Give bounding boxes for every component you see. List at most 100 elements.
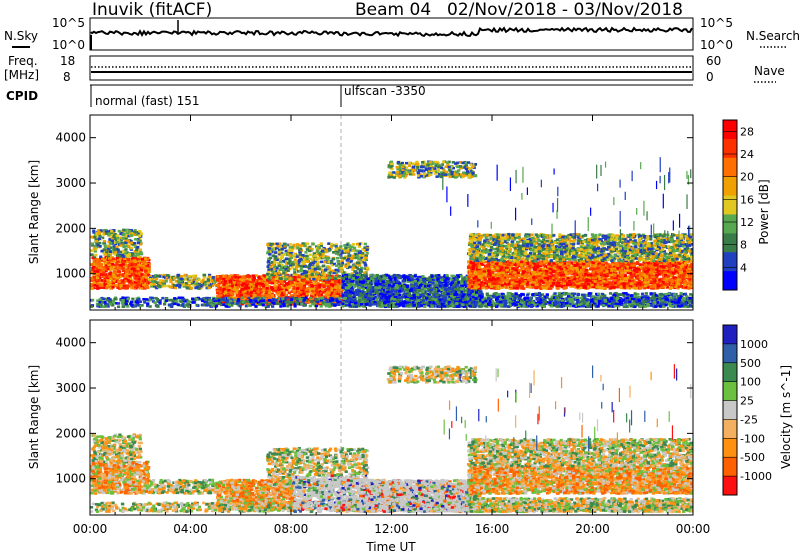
rti-cell xyxy=(364,264,368,267)
rti-cell xyxy=(105,285,109,288)
rti-cell xyxy=(436,278,440,282)
rti-cell xyxy=(378,282,382,286)
rti-cell xyxy=(133,280,138,284)
rti-cell xyxy=(138,230,142,233)
rti-cell xyxy=(420,293,424,297)
rti-cell xyxy=(424,286,428,289)
rti-cell xyxy=(221,284,225,288)
rti-cell xyxy=(266,243,270,246)
rti-cell xyxy=(351,264,356,268)
rti-cell xyxy=(118,254,123,258)
rti-cell xyxy=(357,242,362,246)
rti-cell xyxy=(219,275,223,278)
rti-cell xyxy=(419,281,424,285)
rti-cell xyxy=(296,282,300,285)
rti-cell xyxy=(277,248,282,252)
rti-cell xyxy=(200,280,204,284)
rti-cell xyxy=(324,268,328,271)
rti-cell xyxy=(355,266,359,269)
rti-cell xyxy=(384,292,388,296)
rti-cell xyxy=(309,275,314,278)
rti-cell xyxy=(117,238,121,242)
rti-cell xyxy=(121,241,125,245)
rti-cell xyxy=(285,262,289,265)
rti-cell xyxy=(293,258,297,261)
rti-cell xyxy=(275,269,279,273)
rti-cell xyxy=(298,246,302,249)
rti-cell xyxy=(327,260,331,264)
rti-cell xyxy=(136,241,141,245)
rti-cell xyxy=(278,285,282,289)
rti-cell xyxy=(134,279,139,282)
rti-cell xyxy=(369,282,373,286)
rti-cell xyxy=(169,280,173,284)
rti-cell xyxy=(119,240,123,243)
rti-cell xyxy=(338,301,342,305)
rti-cell xyxy=(302,263,306,266)
rti-cell xyxy=(133,230,137,234)
rti-cell xyxy=(267,268,271,272)
rti-cell xyxy=(99,259,104,262)
rti-cell xyxy=(265,273,270,276)
rti-cell xyxy=(138,252,142,256)
rti-cell xyxy=(338,287,343,291)
rti-cell xyxy=(298,291,302,294)
rti-cell xyxy=(287,291,291,295)
rti-cell xyxy=(133,285,137,289)
rti-cell xyxy=(92,229,96,233)
rti-cell xyxy=(160,281,165,285)
rti-cell xyxy=(121,253,125,257)
rti-cell xyxy=(116,260,120,264)
rti-cell xyxy=(318,283,322,287)
rti-cell xyxy=(153,276,157,279)
rti-cell xyxy=(295,275,300,279)
rti-cell xyxy=(125,284,130,287)
rti-cell xyxy=(197,278,201,281)
rti-cell xyxy=(450,287,454,291)
rti-cell xyxy=(449,289,453,293)
rti-cell xyxy=(350,272,354,275)
rti-cell xyxy=(363,286,368,290)
rti-cell xyxy=(345,289,349,293)
rti-cell xyxy=(340,248,344,251)
rti-cell xyxy=(108,232,112,235)
rti-cell xyxy=(251,279,256,282)
rti-cell xyxy=(343,244,347,247)
rti-cell xyxy=(243,293,247,297)
rti-cell xyxy=(296,290,300,293)
rti-cell xyxy=(283,284,287,288)
rti-cell xyxy=(364,273,368,277)
rti-cell xyxy=(274,251,278,254)
rti-cell xyxy=(108,256,112,260)
rti-cell xyxy=(125,268,129,272)
rti-cell xyxy=(364,256,368,260)
rti-cell xyxy=(254,283,259,287)
rti-cell xyxy=(361,248,365,251)
rti-cell xyxy=(133,249,137,253)
cpid-mode-ulfscan: ulfscan -3350 xyxy=(344,84,426,98)
rti-cell xyxy=(382,276,387,280)
rti-cell xyxy=(280,244,284,248)
rti-cell xyxy=(162,275,166,279)
rti-cell xyxy=(136,239,140,243)
rti-cell xyxy=(265,286,269,290)
rti-cell xyxy=(258,277,262,280)
rti-cell xyxy=(106,253,111,257)
rti-cell xyxy=(173,275,177,279)
rti-cell xyxy=(416,288,420,292)
rti-cell xyxy=(324,292,328,295)
rti-cell xyxy=(358,273,362,277)
rti-cell xyxy=(385,289,389,292)
rti-cell xyxy=(232,288,236,291)
rti-cell xyxy=(113,237,117,240)
rti-cell xyxy=(139,268,143,272)
freq-tick-bottom: 8 xyxy=(63,70,71,84)
rti-cell xyxy=(288,259,292,263)
rti-cell xyxy=(271,263,275,267)
freq-frame xyxy=(89,55,694,81)
rti-cell xyxy=(286,266,290,269)
rti-cell xyxy=(267,277,271,281)
rti-cell xyxy=(137,259,141,263)
rti-cell xyxy=(324,280,329,284)
